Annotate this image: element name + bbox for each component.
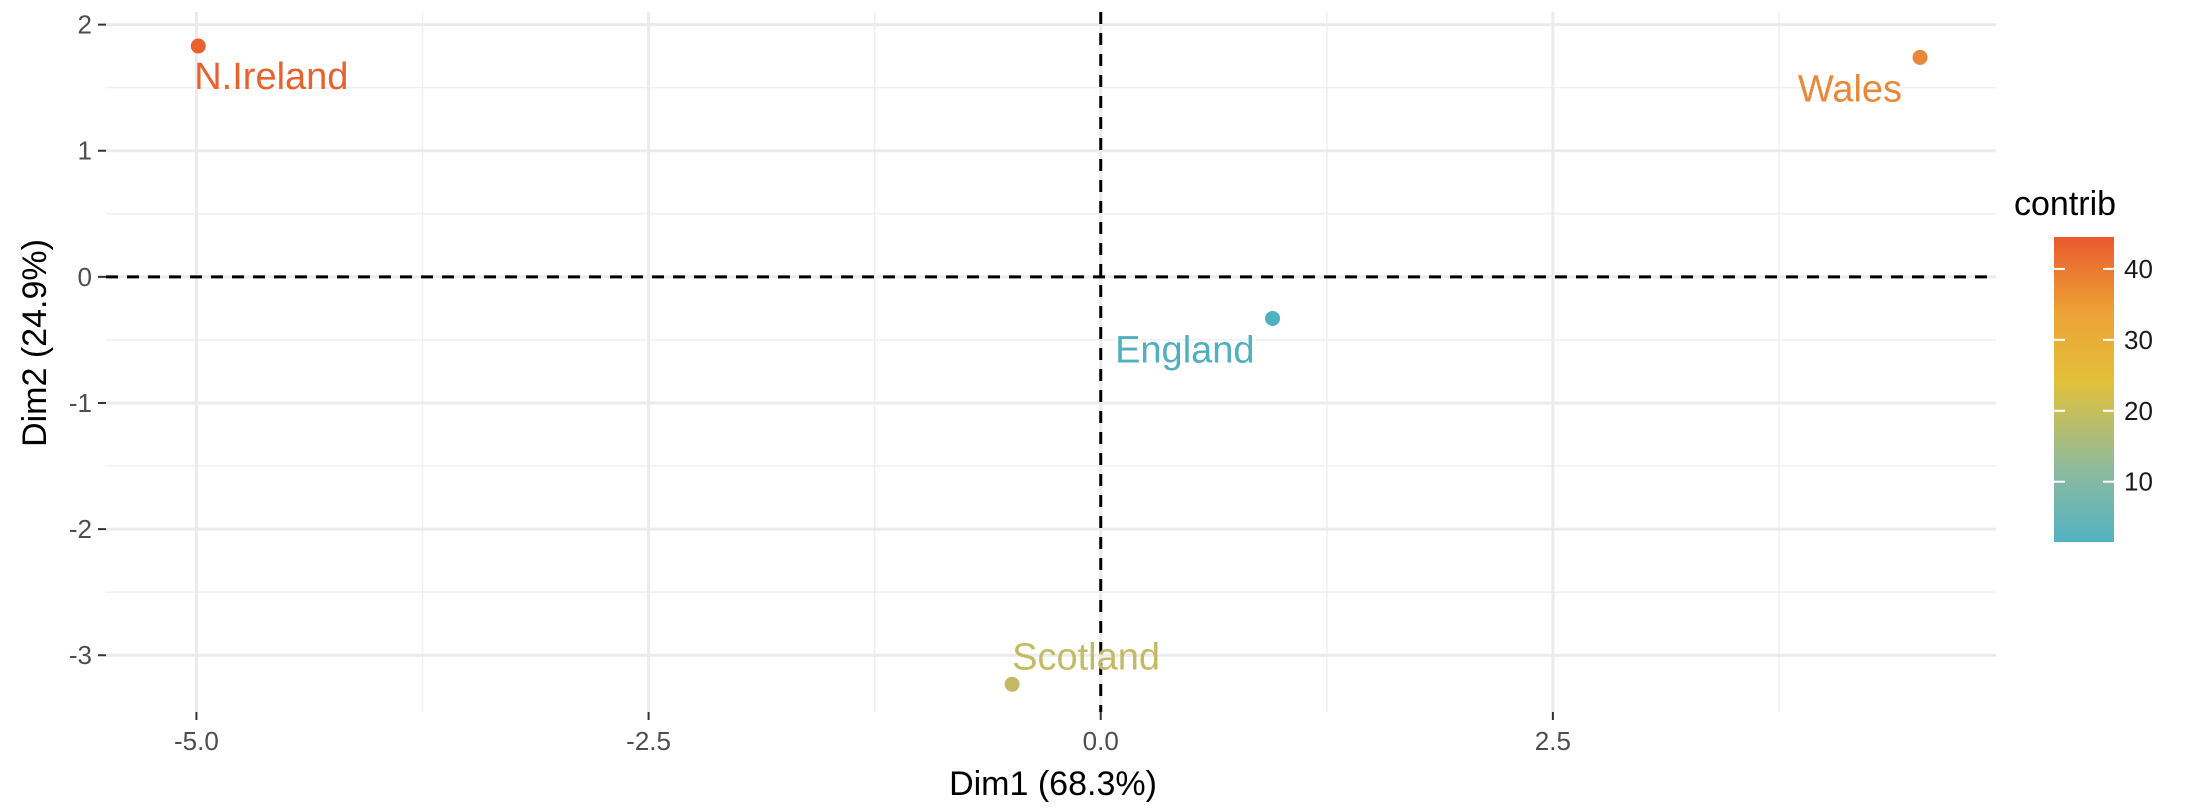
x-axis-ticks: -5.0 -2.5 0.0 2.5 xyxy=(174,712,1571,756)
y-tick-label: 0 xyxy=(78,262,92,292)
y-tick-label: -1 xyxy=(69,388,92,418)
point-label: England xyxy=(1115,329,1254,371)
data-points xyxy=(190,38,1928,692)
y-tick-label: -3 xyxy=(69,640,92,670)
grid-lines xyxy=(106,12,1996,712)
x-tick-label: -5.0 xyxy=(174,726,219,756)
y-axis-ticks: 2 1 0 -1 -2 -3 xyxy=(69,10,106,670)
legend-tick-label: 20 xyxy=(2124,396,2153,426)
legend-title: contrib xyxy=(2014,185,2116,223)
data-point xyxy=(1912,49,1928,65)
data-point xyxy=(1265,310,1281,326)
x-axis-title: Dim1 (68.3%) xyxy=(949,765,1157,803)
y-tick-label: 2 xyxy=(78,10,92,40)
legend-colorbar xyxy=(2054,237,2114,542)
legend-tick-label: 30 xyxy=(2124,325,2153,355)
point-label: Scotland xyxy=(1012,636,1160,678)
y-axis-title: Dim2 (24.9%) xyxy=(16,239,54,447)
x-tick-label: 2.5 xyxy=(1535,726,1571,756)
x-tick-label: 0.0 xyxy=(1083,726,1119,756)
reference-lines xyxy=(106,12,1996,712)
y-tick-label: 1 xyxy=(78,136,92,166)
point-labels: N.Ireland Wales England Scotland xyxy=(194,56,1902,678)
x-tick-label: -2.5 xyxy=(626,726,671,756)
legend-ticks: 10 20 30 40 xyxy=(2054,254,2153,497)
point-label: N.Ireland xyxy=(194,56,348,98)
color-legend: contrib 10 20 30 40 xyxy=(2014,185,2153,542)
point-label: Wales xyxy=(1798,68,1902,110)
legend-tick-label: 10 xyxy=(2124,467,2153,497)
y-tick-label: -2 xyxy=(69,514,92,544)
data-point xyxy=(190,38,206,54)
data-point xyxy=(1004,676,1020,692)
legend-tick-label: 40 xyxy=(2124,254,2153,284)
